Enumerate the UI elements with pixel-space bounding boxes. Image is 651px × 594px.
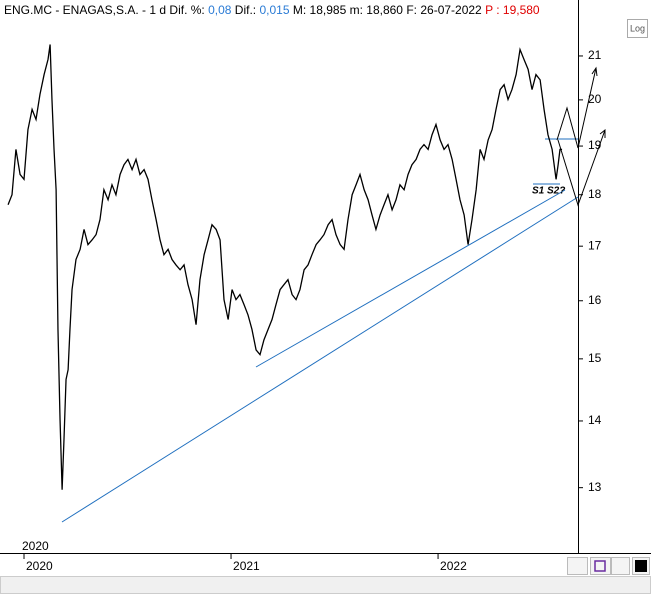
value: 19,580	[503, 3, 540, 17]
trend-lines	[61, 138, 579, 523]
color-icon	[635, 560, 647, 572]
label: F:	[406, 3, 417, 17]
tool-button[interactable]	[611, 557, 630, 575]
start-label: 2020	[22, 539, 49, 553]
y-tick-label: 13	[588, 480, 602, 494]
y-tick-label: 21	[588, 48, 602, 62]
tool-button[interactable]	[590, 557, 611, 575]
toolbar	[567, 557, 650, 575]
price-line	[7, 44, 563, 490]
label: m:	[350, 3, 363, 17]
y-tick-label: 18	[588, 187, 602, 201]
y-tick-label: 17	[588, 238, 602, 252]
value: 0,015	[259, 3, 289, 17]
arrow-head	[599, 128, 606, 138]
trend-line	[61, 196, 579, 523]
y-tick-label: 15	[588, 351, 602, 365]
projections	[556, 66, 606, 207]
log-button[interactable]	[627, 19, 648, 38]
trend-line	[255, 189, 566, 368]
y-tick-label: 16	[588, 293, 602, 307]
label: Dif. %:	[169, 3, 204, 17]
log-button-label: Log	[630, 23, 645, 33]
label: P :	[485, 3, 499, 17]
scrollbar[interactable]	[0, 576, 651, 594]
value: 18,985	[310, 3, 347, 17]
label: Dif.:	[235, 3, 256, 17]
arrow-head	[591, 66, 598, 77]
y-tick-label: 20	[588, 92, 602, 106]
save-icon	[594, 560, 606, 572]
label: M:	[293, 3, 306, 17]
value: 26-07-2022	[420, 3, 482, 17]
annotation: S1 S2?	[532, 186, 565, 197]
value: 18,860	[366, 3, 403, 17]
x-tick-label: 2022	[440, 559, 467, 573]
value: 0,08	[208, 3, 232, 17]
period: 1 d	[149, 3, 166, 17]
y-tick-label: 19	[588, 138, 602, 152]
x-tick-label: 2020	[26, 559, 53, 573]
header: ENG.MC - ENAGAS,S.A. - 1 d Dif. %: 0,08 …	[4, 3, 540, 17]
projection	[557, 129, 606, 207]
tool-button[interactable]	[567, 557, 588, 575]
projection	[556, 67, 597, 149]
y-tick-label: 14	[588, 413, 602, 427]
x-tick-label: 2021	[233, 559, 260, 573]
symbol: ENG.MC - ENAGAS,S.A. -	[4, 3, 146, 17]
